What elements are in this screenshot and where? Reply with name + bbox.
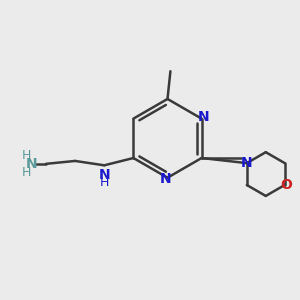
Text: O: O <box>280 178 292 192</box>
Text: N: N <box>241 156 253 170</box>
Text: N: N <box>26 158 37 171</box>
Text: N: N <box>98 168 110 182</box>
Text: H: H <box>22 149 31 162</box>
Text: H: H <box>100 176 109 189</box>
Text: N: N <box>160 172 172 186</box>
Text: H: H <box>22 166 31 179</box>
Text: N: N <box>198 110 209 124</box>
